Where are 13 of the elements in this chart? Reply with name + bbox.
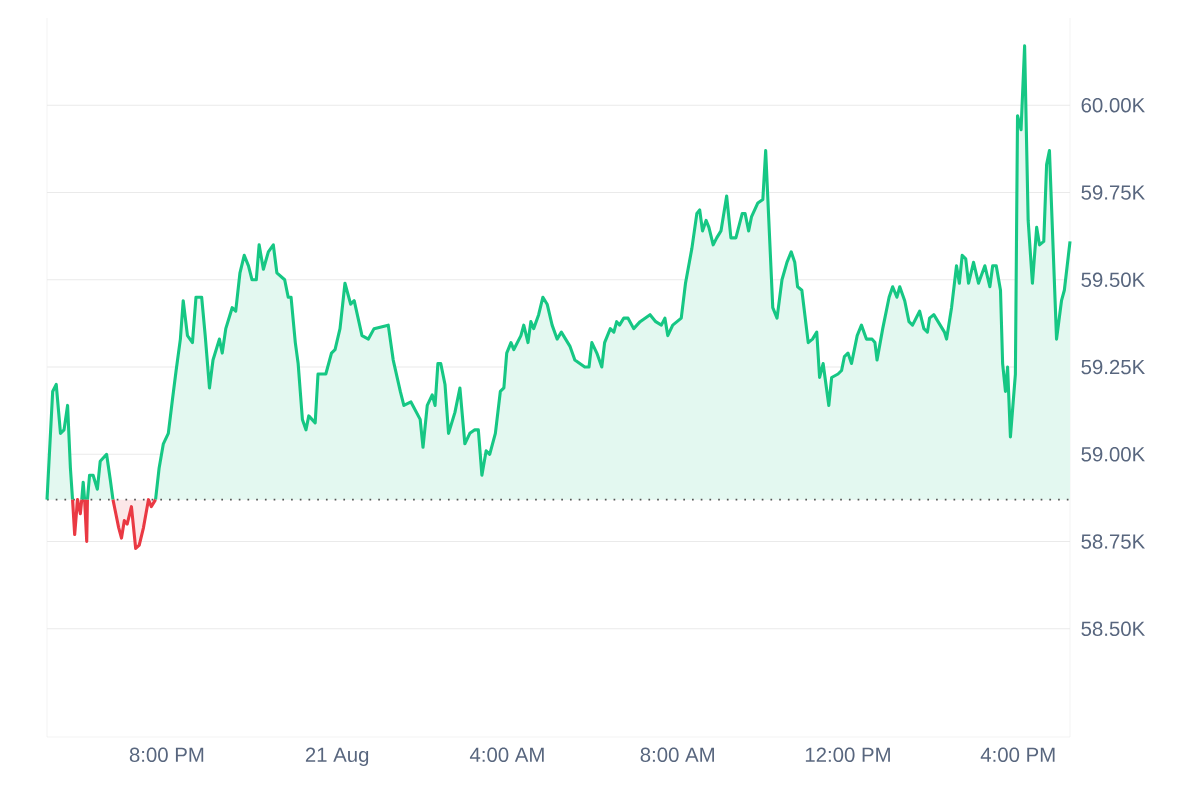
x-tick-label: 4:00 AM (469, 747, 544, 763)
x-tick-label: 8:00 PM (129, 747, 204, 763)
y-tick-label: 60.00K (1081, 98, 1145, 113)
x-tick-label: 8:00 AM (640, 747, 714, 763)
x-tick-label: 21 Aug (305, 747, 369, 767)
y-tick-label: 59.25K (1081, 359, 1145, 375)
y-tick-label: 58.50K (1081, 621, 1145, 637)
x-tick-label: 4:00 PM (980, 747, 1055, 763)
y-tick-label: 58.75K (1081, 534, 1145, 549)
y-tick-label: 59.00K (1081, 447, 1145, 462)
y-tick-label: 59.50K (1081, 272, 1145, 287)
x-tick-label: 12:00 PM (805, 747, 890, 763)
y-tick-label: 59.75K (1081, 185, 1145, 200)
